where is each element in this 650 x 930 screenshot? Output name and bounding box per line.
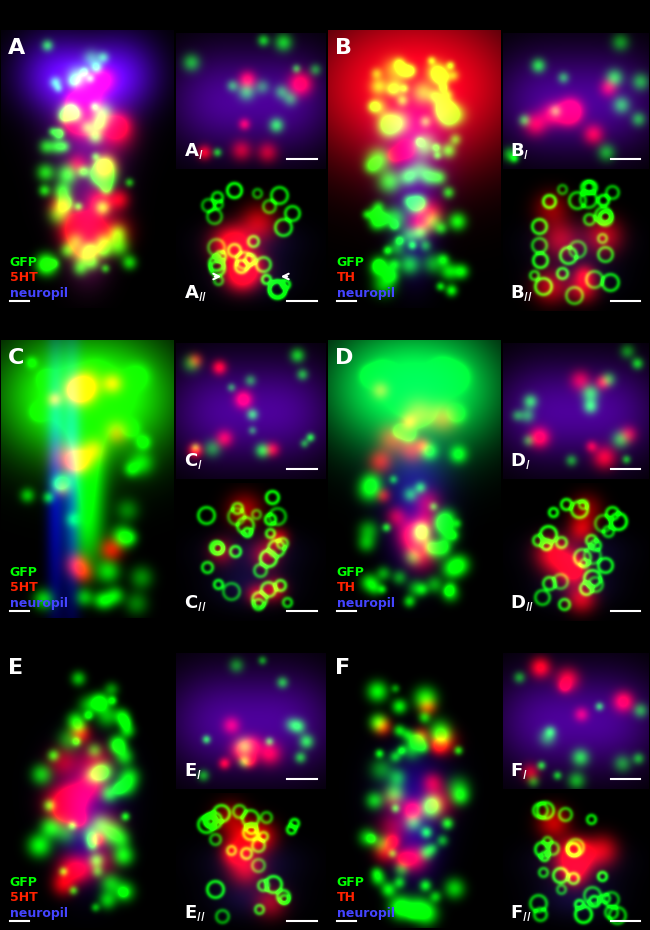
Text: TH: TH (337, 581, 356, 594)
Text: neuropil: neuropil (10, 907, 68, 920)
Text: E$_I$: E$_I$ (183, 761, 202, 781)
Text: C$_I$: C$_I$ (183, 451, 202, 471)
Text: TH: TH (337, 272, 356, 285)
Text: 5HT: 5HT (10, 891, 38, 904)
Text: 5-HT$_7$-Gal4  /  anti-TH: 5-HT$_7$-Gal4 / anti-TH (337, 625, 532, 645)
Text: GFP: GFP (337, 566, 365, 579)
Text: 5-HT$_{1A}$-Gal4  /  anti-5-HT: 5-HT$_{1A}$-Gal4 / anti-5-HT (12, 5, 235, 25)
Text: F$_{II}$: F$_{II}$ (510, 903, 532, 923)
Text: neuropil: neuropil (337, 286, 395, 299)
Text: E: E (8, 658, 23, 678)
Text: GFP: GFP (337, 876, 365, 889)
Text: neuropil: neuropil (10, 597, 68, 610)
Text: F: F (335, 658, 350, 678)
Text: D$_{II}$: D$_{II}$ (510, 592, 534, 613)
Text: neuropil: neuropil (10, 286, 68, 299)
Text: B$_{II}$: B$_{II}$ (510, 283, 533, 303)
Text: A$_{II}$: A$_{II}$ (183, 283, 207, 303)
Text: D$_I$: D$_I$ (510, 451, 531, 471)
Text: A: A (8, 38, 25, 59)
Text: 5HT: 5HT (10, 272, 38, 285)
Text: GFP: GFP (10, 256, 38, 269)
Text: B$_I$: B$_I$ (510, 140, 530, 161)
Text: neuropil: neuropil (337, 597, 395, 610)
Text: B: B (335, 38, 352, 59)
Text: C: C (8, 349, 24, 368)
Text: D: D (335, 349, 354, 368)
Text: C$_{II}$: C$_{II}$ (183, 592, 206, 613)
Text: 5-HT$_{1A}$-Gal4  /  anti-TH: 5-HT$_{1A}$-Gal4 / anti-TH (337, 5, 540, 25)
Text: TH: TH (337, 891, 356, 904)
Text: GFP: GFP (337, 256, 365, 269)
Text: F$_I$: F$_I$ (510, 761, 528, 781)
Text: neuropil: neuropil (337, 907, 395, 920)
Text: 5-HT$_7$-Gal4  /  anti-5-HT: 5-HT$_7$-Gal4 / anti-5-HT (12, 625, 226, 645)
Text: 5-HT$_{1B}$-Gal4  /  anti-TH: 5-HT$_{1B}$-Gal4 / anti-TH (337, 314, 540, 336)
Text: GFP: GFP (10, 876, 38, 889)
Text: E$_{II}$: E$_{II}$ (183, 903, 205, 923)
Text: 5HT: 5HT (10, 581, 38, 594)
Text: A$_I$: A$_I$ (183, 140, 203, 161)
Text: 5-HT$_{1B}$-Gal4  /  anti-5-HT: 5-HT$_{1B}$-Gal4 / anti-5-HT (12, 314, 235, 336)
Text: GFP: GFP (10, 566, 38, 579)
